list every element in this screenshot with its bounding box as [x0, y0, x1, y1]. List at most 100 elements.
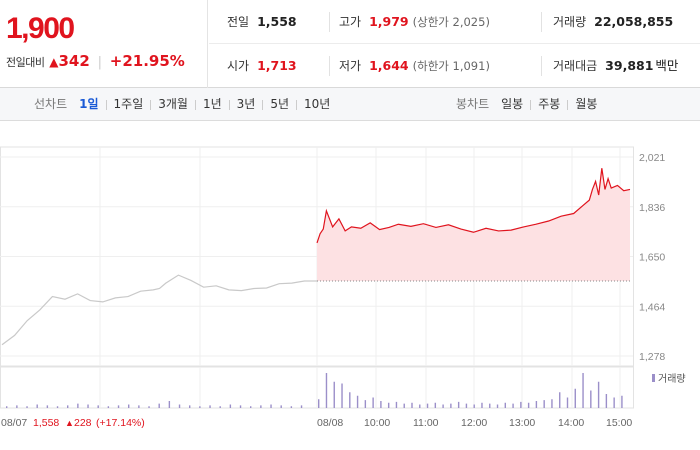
period-tab-2[interactable]: 3개월 [158, 97, 188, 111]
volume-bar [559, 392, 561, 408]
change-row: 전일대비 ▲342 | +21.95% [6, 52, 185, 70]
candle-tab-2[interactable]: 월봉 [575, 97, 598, 111]
price-chart[interactable]: 2,021 1,836 1,650 1,464 1,278 거래량 08/07 08/08 10… [0, 121, 700, 450]
volume-bar [97, 405, 99, 408]
volume-bar [434, 402, 437, 408]
divider [530, 99, 532, 110]
stock-summary: 1,900 전일대비 ▲342 | +21.95% 전일 1,558 고가 1,97… [0, 0, 700, 88]
volume-bar [543, 400, 545, 408]
volume-bar [168, 401, 171, 408]
prev-close-value: 1,558 [257, 14, 297, 29]
stats-row-2: 시가 1,713 저가 1,644 (하한가 1,091) 거래대금 39,881 백만 [209, 44, 700, 88]
x-tick-label: 12:00 [461, 417, 487, 429]
price-chart-svg[interactable]: 2,021 1,836 1,650 1,464 1,278 거래량 08/07 08/08 10… [0, 121, 700, 450]
price-area-fill [317, 168, 630, 282]
volume-bar [341, 383, 343, 408]
low-price: 저가 1,644 (하한가 1,091) [339, 44, 490, 88]
x-tick-label: 08/07 [1, 417, 27, 429]
divider [567, 99, 569, 110]
period-tab-0[interactable]: 1일 [79, 97, 99, 111]
candle-chart-periods: 봉차트 일봉 주봉 월봉 [456, 88, 597, 121]
volume-bar [128, 404, 130, 408]
volume-bar [333, 381, 335, 408]
volume-bar [426, 403, 429, 408]
divider [150, 99, 152, 110]
period-tab-1[interactable]: 1주일 [113, 97, 144, 111]
volume-bar [535, 401, 538, 408]
volume-bar [372, 397, 374, 408]
period-tab-3[interactable]: 1년 [202, 97, 222, 111]
volume-bar [107, 406, 110, 408]
divider [296, 99, 298, 110]
y-tick-label: 1,836 [639, 202, 665, 214]
period-tab-4[interactable]: 3년 [236, 97, 256, 111]
amount-value: 39,881 [605, 58, 654, 73]
candle-tab-0[interactable]: 일봉 [501, 97, 524, 111]
volume-bar [26, 406, 28, 408]
divider [262, 99, 264, 110]
volume-bar [67, 405, 69, 408]
open-price: 시가 1,713 [227, 44, 297, 88]
volume-bar [138, 405, 140, 408]
volume-bar [148, 406, 150, 408]
volume-bar [239, 405, 242, 408]
prev-day-price-line [1, 274, 317, 346]
volume-bar [209, 405, 211, 408]
volume-bar [566, 397, 569, 408]
volume-bar [395, 401, 398, 408]
volume-bar [512, 403, 514, 408]
volume-bar [364, 400, 367, 408]
volume-bar [380, 401, 382, 408]
volume-bar [419, 404, 421, 408]
x-tick-label: 08/08 [317, 417, 343, 429]
y-tick-label: 1,278 [639, 351, 665, 363]
current-price: 1,900 [6, 12, 75, 45]
up-arrow-icon: ▲ [49, 55, 59, 69]
volume: 거래량 22,058,855 [553, 0, 673, 44]
volume-bar [489, 403, 491, 408]
y-tick-label: 2,021 [639, 152, 665, 164]
volume-legend-swatch [652, 374, 655, 382]
volume-bar [300, 405, 303, 408]
period-tab-6[interactable]: 10년 [304, 97, 331, 111]
divider [105, 99, 107, 110]
y-tick-label: 1,464 [639, 301, 665, 313]
volume-bar [597, 381, 600, 408]
candle-tab-1[interactable]: 주봉 [538, 97, 561, 111]
open-label: 시가 [227, 59, 250, 73]
volume-bar [590, 390, 592, 408]
upper-limit: (상한가 2,025) [412, 15, 490, 29]
prev-day-close-caption: 1,558 [33, 417, 59, 429]
volume-bar [6, 406, 8, 408]
volume-bar [290, 406, 293, 408]
period-tab-5[interactable]: 5년 [270, 97, 290, 111]
line-chart-label: 선차트 [34, 97, 68, 111]
volume-bar [613, 397, 615, 408]
lower-limit: (하한가 1,091) [412, 59, 490, 73]
volume-bar [574, 388, 576, 408]
volume-bar [260, 405, 262, 408]
stats-table: 전일 1,558 고가 1,979 (상한가 2,025) 거래량 22,058,855… [209, 0, 700, 88]
volume-bar [77, 403, 79, 408]
volume-bar [199, 406, 201, 408]
volume-bar [46, 405, 49, 408]
volume-bar [117, 405, 120, 408]
low-label: 저가 [339, 59, 362, 73]
line-chart-periods: 선차트 1일 1주일 3개월 1년 3년 5년 10년 [34, 88, 330, 121]
divider [541, 12, 542, 32]
volume-bar [56, 406, 59, 408]
change-percent: +21.95% [109, 52, 185, 70]
volume-bar [356, 395, 359, 408]
prev-day-change-caption: 228 [74, 417, 92, 429]
volume-bar [605, 394, 608, 408]
volume-bar [318, 399, 320, 408]
volume-bar [189, 405, 191, 408]
volume-bar [465, 403, 468, 408]
volume-bar [520, 401, 522, 408]
volume-bar [178, 404, 181, 408]
volume-bar [403, 403, 405, 408]
volume-legend-label: 거래량 [658, 373, 686, 385]
volume-bar [442, 404, 444, 408]
volume-bar [473, 404, 475, 408]
volume-bar [36, 404, 38, 408]
